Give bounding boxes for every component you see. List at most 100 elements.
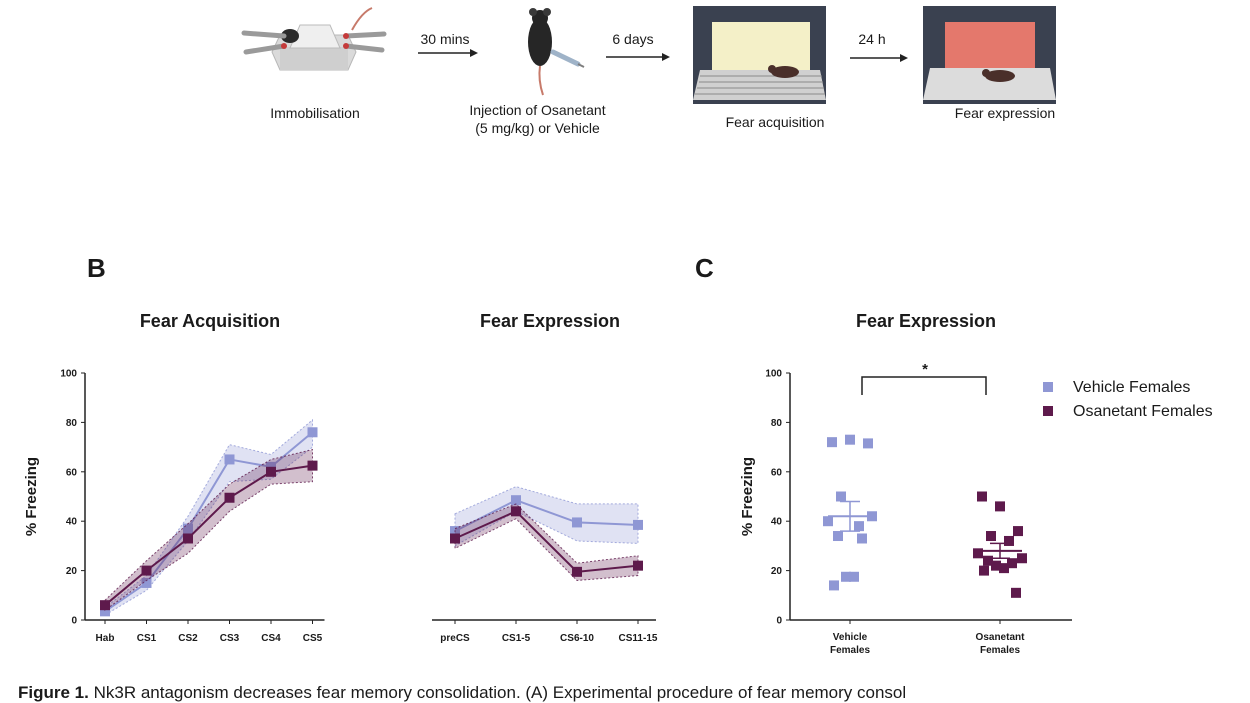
significance-star: * — [922, 361, 928, 378]
acq-x-tick-label: CS4 — [261, 633, 281, 644]
acq-point-1 — [266, 466, 276, 477]
scatter-y-tick-label: 100 — [765, 369, 782, 380]
acq-band-1 — [104, 448, 313, 612]
scatter-y-tick-label: 0 — [776, 616, 782, 627]
acq-point-1 — [224, 492, 235, 503]
scatter-point-0 — [863, 438, 873, 449]
scatter-point-1 — [1017, 553, 1027, 564]
interval-label-6-days: 6 days — [612, 31, 654, 47]
scatter-y-tick-label: 40 — [771, 517, 783, 528]
scatter-x-tick-label: Vehicle — [833, 632, 868, 643]
figure-caption: Figure 1. Nk3R antagonism decreases fear… — [18, 683, 906, 703]
scatter-point-0 — [827, 437, 837, 448]
acq-point-1 — [183, 533, 193, 544]
scatter-point-1 — [1004, 535, 1014, 546]
legend-label-0: Vehicle Females — [1073, 379, 1190, 396]
scatter-point-0 — [833, 531, 843, 542]
acq-point-0 — [224, 454, 235, 465]
test-chamber-icon — [923, 6, 1056, 104]
scatter-point-0 — [849, 571, 859, 582]
scatter-point-0 — [823, 516, 833, 527]
immobilised-mouse-icon — [241, 7, 387, 71]
acq-point-1 — [307, 460, 318, 471]
scatter-y-tick-label: 80 — [771, 418, 783, 429]
conditioning-chamber-icon — [693, 6, 826, 104]
scatter-point-1 — [973, 548, 983, 559]
acq-line-1 — [104, 464, 313, 606]
scatter-point-0 — [841, 571, 851, 582]
expr-line-1 — [454, 510, 639, 573]
legend-marker-0 — [1043, 382, 1053, 392]
scatter-point-1 — [1007, 558, 1017, 569]
acq-point-1 — [141, 565, 152, 576]
panel-letter-c: C — [695, 253, 714, 283]
expr-point-1 — [511, 506, 521, 517]
expr-point-0 — [572, 517, 582, 528]
step-label-fear-expression: Fear expression — [954, 105, 1056, 121]
scatter-y-axis-label: % Freezing — [739, 457, 756, 536]
expr-point-0 — [511, 495, 521, 506]
scatter-point-0 — [836, 491, 846, 502]
acq-x-tick-label: CS2 — [178, 633, 198, 644]
scatter-x-tick-label: Females — [830, 645, 870, 656]
acq-y-tick-label: 100 — [60, 369, 77, 380]
charts-area: 0 20 40 60 80 100 Hab CS1 CS2 CS3 CS4 CS5 % Freezing… — [23, 361, 1213, 656]
acq-y-tick-label: 0 — [71, 616, 77, 627]
expr-line-0 — [454, 499, 639, 532]
scatter-point-0 — [854, 521, 864, 532]
chart-title-fear-expression: Fear Expression — [479, 311, 621, 331]
procedure-diagram — [241, 6, 1056, 104]
acq-point-0 — [141, 577, 152, 588]
scatter-point-0 — [829, 580, 839, 591]
injected-mouse-icon — [528, 8, 585, 96]
acq-band-0 — [104, 418, 313, 616]
acq-x-tick-label: CS1 — [137, 633, 157, 644]
acq-y-axis-label: % Freezing — [23, 457, 40, 536]
scatter-point-1 — [999, 563, 1009, 574]
scatter-point-1 — [986, 531, 996, 542]
interval-label-24-h: 24 h — [858, 31, 886, 47]
acq-x-tick-label: CS5 — [303, 633, 323, 644]
step-label-fear-acquisition: Fear acquisition — [725, 114, 825, 130]
expr-point-0 — [633, 519, 643, 530]
scatter-point-1 — [979, 565, 989, 576]
caption-label: Figure 1. — [18, 683, 89, 702]
scatter-y-tick-label: 20 — [771, 566, 783, 577]
scatter-point-1 — [991, 560, 1001, 571]
scatter-x-tick-label: Females — [980, 645, 1020, 656]
acq-point-1 — [100, 600, 110, 611]
acq-y-tick-label: 40 — [66, 517, 78, 528]
expr-band-0 — [454, 486, 639, 547]
expr-point-1 — [572, 566, 582, 577]
scatter-point-1 — [983, 555, 993, 566]
step-label-injection: Injection of Osanetant (5 mg/kg) or Vehi… — [469, 102, 606, 136]
scatter-y-tick-label: 60 — [771, 467, 783, 478]
scatter-point-1 — [1013, 526, 1023, 537]
expr-x-tick-label: CS6-10 — [560, 633, 594, 644]
acq-y-tick-label: 60 — [66, 467, 78, 478]
scatter-x-tick-label: Osanetant — [976, 632, 1026, 643]
legend-label-1: Osanetant Females — [1073, 403, 1213, 420]
step-label-immobilisation: Immobilisation — [270, 105, 360, 121]
scatter-point-1 — [995, 501, 1005, 512]
legend-marker-1 — [1043, 406, 1053, 416]
interval-label-30-mins: 30 mins — [420, 31, 470, 47]
expr-x-tick-label: CS11-15 — [619, 633, 658, 644]
expr-point-1 — [633, 560, 643, 571]
chart-title-fear-expression-scatter: Fear Expression — [855, 311, 997, 331]
chart-title-fear-acquisition: Fear Acquisition — [139, 311, 281, 331]
expr-x-tick-label: preCS — [440, 633, 470, 644]
scatter-point-1 — [977, 491, 987, 502]
acq-y-tick-label: 80 — [66, 418, 78, 429]
acq-x-tick-label: Hab — [96, 633, 115, 644]
acq-point-0 — [100, 606, 110, 617]
caption-text: Nk3R antagonism decreases fear memory co… — [88, 683, 907, 702]
scatter-point-1 — [1011, 587, 1021, 598]
acq-x-tick-label: CS3 — [220, 633, 240, 644]
acq-point-0 — [307, 427, 318, 438]
expr-point-1 — [450, 533, 460, 544]
acq-point-0 — [183, 523, 193, 534]
scatter-point-0 — [845, 434, 855, 445]
acq-y-tick-label: 20 — [66, 566, 78, 577]
scatter-point-0 — [857, 533, 867, 544]
